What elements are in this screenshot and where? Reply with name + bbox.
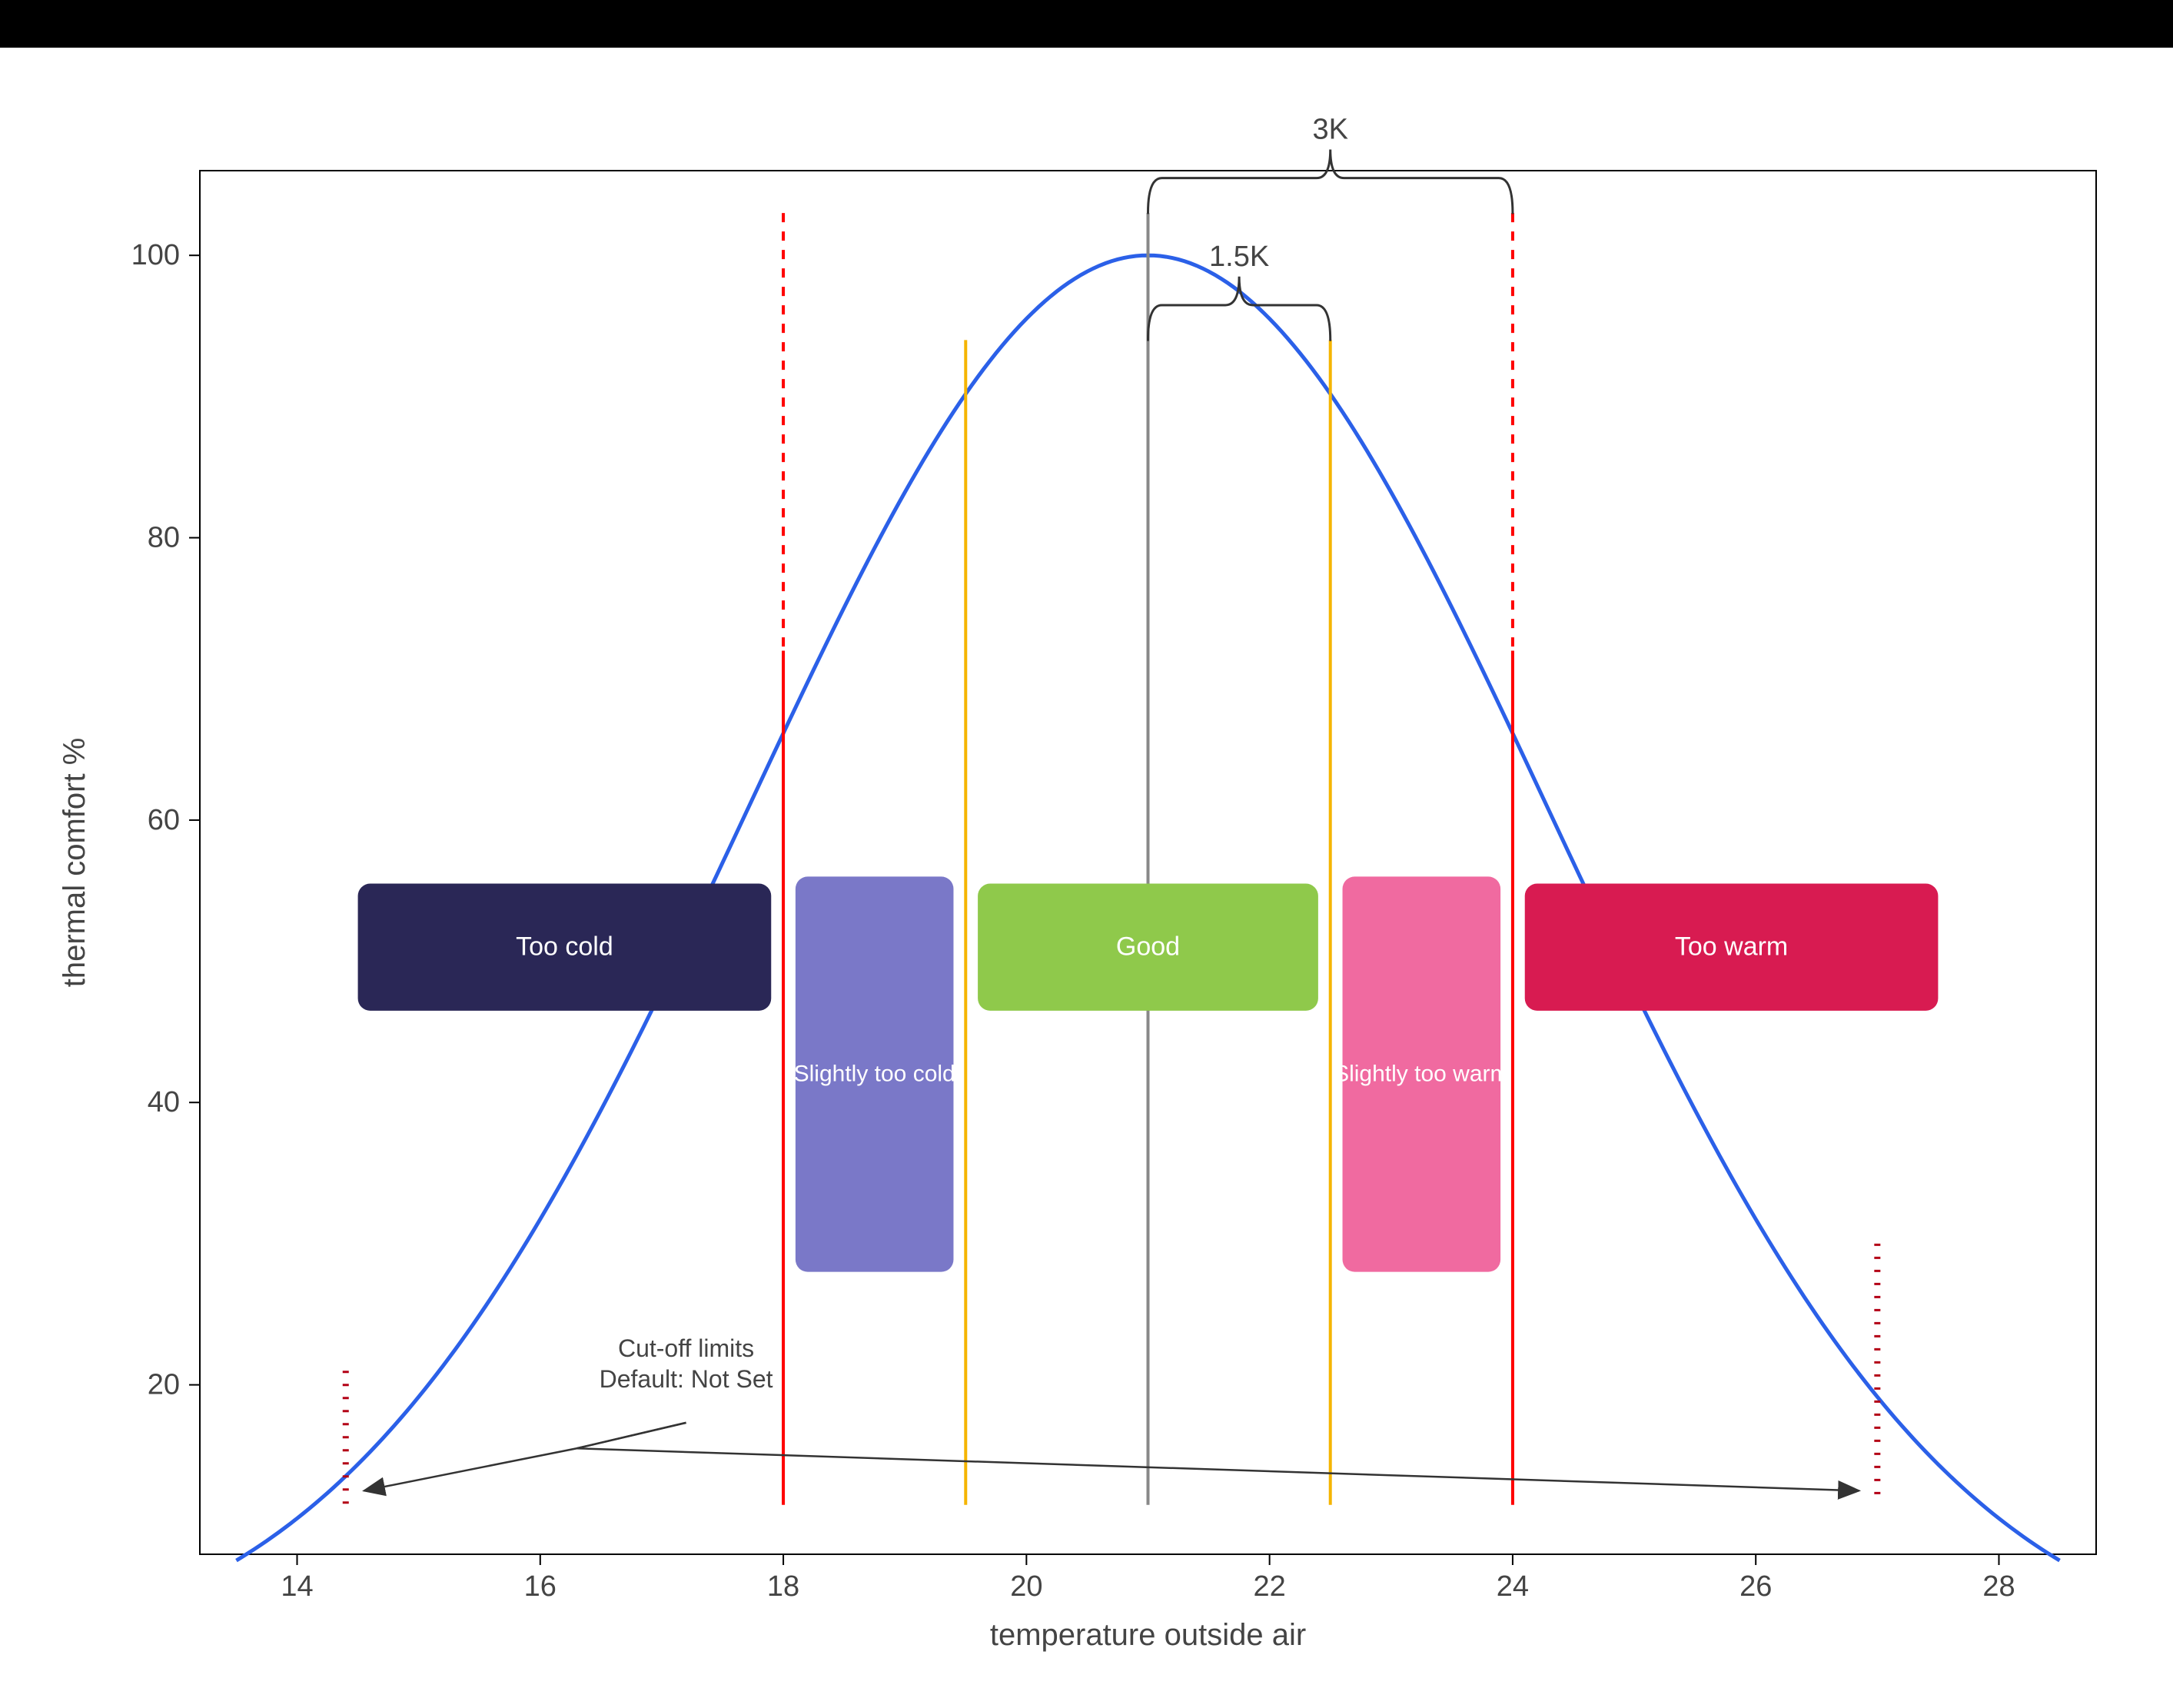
chart-bg (0, 48, 2173, 1708)
x-tick-label: 24 (1497, 1570, 1529, 1603)
brace-3k-label: 3K (1312, 113, 1347, 145)
x-tick-label: 26 (1739, 1570, 1772, 1603)
zone-good-label: Good (1116, 932, 1180, 961)
x-tick-label: 16 (524, 1570, 557, 1603)
y-tick-label: 60 (148, 804, 180, 836)
x-tick-label: 14 (281, 1570, 313, 1603)
cutoff-annotation-text: Default: Not Set (600, 1365, 773, 1393)
y-tick-label: 20 (148, 1369, 180, 1401)
top-black-bar (0, 0, 2173, 48)
zone-slightly-too-cold-label: Slightly too cold (794, 1062, 955, 1087)
x-tick-label: 18 (767, 1570, 799, 1603)
y-tick-label: 100 (131, 239, 180, 271)
x-axis-label: temperature outside air (990, 1618, 1306, 1652)
x-tick-label: 22 (1254, 1570, 1286, 1603)
zone-too-cold-label: Too cold (516, 932, 613, 961)
y-axis-label: thermal comfort % (58, 738, 91, 988)
x-tick-label: 28 (1982, 1570, 2015, 1603)
brace-1p5k-label: 1.5K (1209, 241, 1269, 273)
zone-too-warm-label: Too warm (1675, 932, 1788, 961)
y-tick-label: 80 (148, 522, 180, 554)
y-tick-label: 40 (148, 1086, 180, 1118)
thermal-comfort-chart: 14 16 18 20 22 24 26 28 temperature outside air 2… (0, 0, 2173, 1708)
zone-slightly-too-warm-label: Slightly too warm (1334, 1062, 1509, 1087)
cutoff-annotation-text: Cut-off limits (618, 1334, 754, 1362)
x-tick-label: 20 (1010, 1570, 1042, 1603)
